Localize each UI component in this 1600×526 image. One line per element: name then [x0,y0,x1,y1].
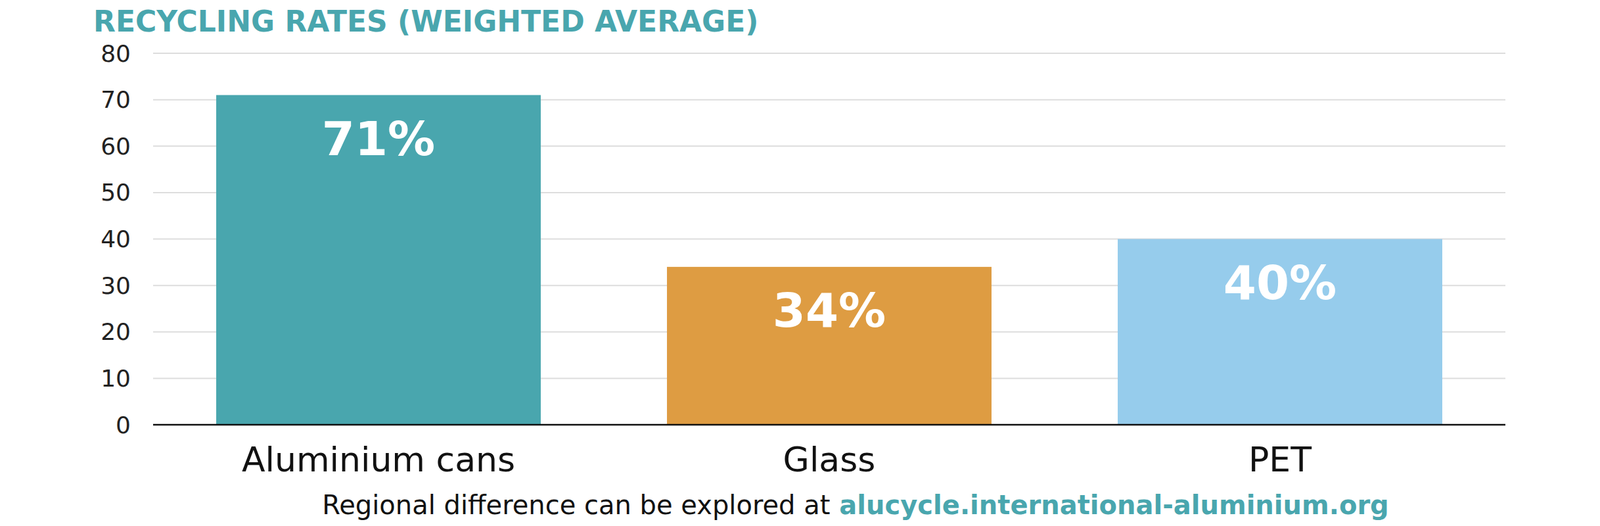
data-label: 71% [321,111,435,167]
x-tick-label: Glass [783,439,876,480]
grid-line [153,52,1506,54]
y-tick-label: 80 [100,40,131,68]
footer: Regional difference can be explored at al… [321,489,1390,520]
chart-container: RECYCLING RATES (WEIGHTED AVERAGE) 0 10 20 3… [0,0,1600,526]
y-tick-label: 40 [100,225,131,253]
y-tick-label: 70 [100,86,131,114]
y-tick-label: 60 [100,132,131,160]
chart-title: RECYCLING RATES (WEIGHTED AVERAGE) [93,4,759,39]
bar [1117,239,1443,426]
grid [153,53,1506,425]
x-tick-label: Aluminium cans [241,439,516,480]
bar [216,95,541,425]
y-tick-label: 20 [100,318,131,345]
data-label: 40% [1223,254,1337,311]
x-tick-label: PET [1248,439,1312,480]
x-axis-line [153,423,1506,426]
y-tick-label: 0 [115,411,131,439]
grid-line [153,423,1506,426]
footer-link: alucycle.international-aluminium.org [839,489,1389,520]
chart-svg: RECYCLING RATES (WEIGHTED AVERAGE) 0 10 20 3… [0,0,1600,526]
bar [666,266,992,425]
y-tick-label: 50 [100,178,131,206]
data-label: 34% [772,282,886,338]
y-tick-label: 10 [100,364,131,392]
footer-text: Regional difference can be explored at [321,489,830,520]
bars [216,95,1443,425]
y-tick-label: 30 [100,272,131,299]
